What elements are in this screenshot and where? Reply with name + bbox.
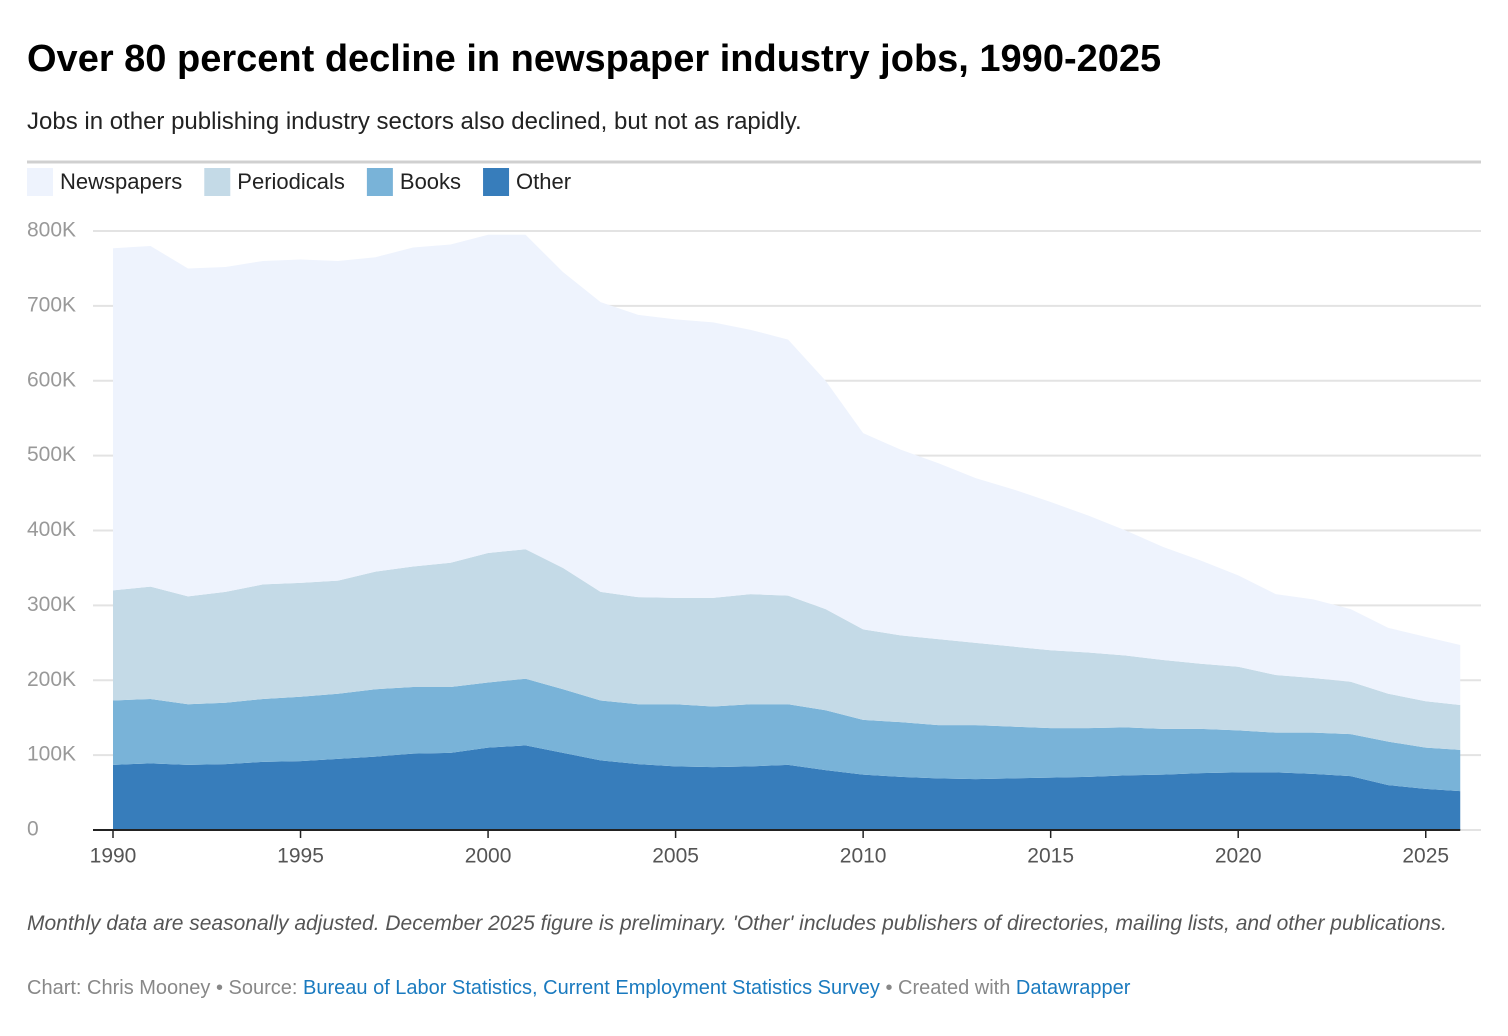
y-tick-label: 700K (27, 293, 76, 316)
area (113, 745, 1461, 830)
tool-prefix: • Created with (885, 977, 1011, 999)
legend-swatch (204, 168, 231, 196)
x-tick-label: 2005 (652, 845, 699, 868)
y-tick-label: 100K (27, 743, 76, 766)
legend-label: Newspapers (60, 169, 182, 194)
legend-label: Books (400, 169, 461, 194)
x-tick-label: 2010 (840, 845, 887, 868)
chart-subtitle: Jobs in other publishing industry sector… (27, 108, 802, 135)
legend-label: Other (516, 169, 571, 194)
tool-link[interactable]: Datawrapper (1015, 977, 1131, 999)
x-tick-label: 2000 (465, 845, 512, 868)
footnote: Monthly data are seasonally adjusted. De… (27, 912, 1448, 935)
source-link[interactable]: Bureau of Labor Statistics, Current Empl… (303, 977, 880, 999)
x-tick-label: 1995 (277, 845, 324, 868)
area (113, 234, 1461, 705)
legend-swatch (483, 168, 510, 196)
y-tick-label: 400K (27, 518, 76, 541)
chart: Newspapers Periodicals Books Other 0 100K 200K… (27, 160, 1481, 868)
legend-swatch (366, 168, 393, 196)
area (113, 549, 1461, 750)
y-tick-label: 0 (27, 818, 39, 841)
x-tick-label: 2020 (1215, 845, 1262, 868)
x-tick-label: 2025 (1402, 845, 1449, 868)
legend-swatch (27, 168, 53, 196)
x-tick-label: 2015 (1027, 845, 1074, 868)
source-prefix: • Source: (215, 977, 298, 999)
x-tick-label: 1990 (90, 845, 137, 868)
y-tick-label: 300K (27, 593, 76, 616)
credit: Chart: Chris Mooney • Source: Bureau of … (27, 977, 1130, 1000)
area (113, 678, 1461, 792)
legend-label: Periodicals (237, 169, 345, 194)
y-tick-label: 500K (27, 443, 76, 466)
y-tick-label: 200K (27, 668, 76, 691)
y-tick-label: 600K (27, 368, 76, 391)
y-tick-label: 800K (27, 219, 76, 242)
chart-title: Over 80 percent decline in newspaper ind… (27, 38, 1162, 80)
author: Chart: Chris Mooney (27, 977, 211, 999)
